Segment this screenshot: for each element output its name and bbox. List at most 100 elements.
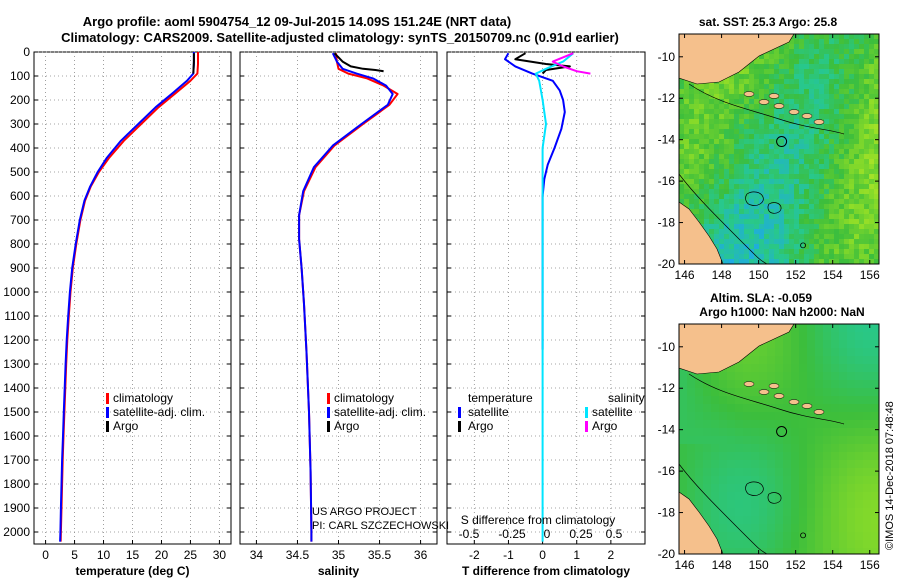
map-cell	[804, 259, 810, 264]
map-cell	[759, 219, 765, 225]
map-cell	[764, 164, 770, 170]
map-cell	[809, 204, 815, 210]
map-cell	[711, 404, 720, 413]
map-cell	[784, 249, 790, 255]
map-cell	[844, 174, 850, 180]
map-cell	[759, 149, 765, 155]
map-cell	[839, 164, 845, 170]
map-cell	[789, 249, 795, 255]
map-cell	[799, 69, 805, 75]
map-cell	[791, 356, 800, 365]
map-cell	[819, 184, 825, 190]
map-cell	[814, 44, 820, 50]
map-cell	[791, 484, 800, 493]
map-cell	[834, 94, 840, 100]
map-cell	[769, 164, 775, 170]
temperature-x-tick-label: 10	[97, 548, 111, 562]
map-cell	[864, 224, 870, 230]
map-cell	[779, 249, 785, 255]
legend-swatch-argo	[327, 421, 330, 432]
map-cell	[734, 184, 740, 190]
map-cell	[814, 89, 820, 95]
map-cell	[759, 204, 765, 210]
map-cell	[743, 540, 752, 549]
map-cell	[704, 219, 710, 225]
map-cell	[759, 229, 765, 235]
map-cell	[794, 149, 800, 155]
map-cell	[694, 119, 700, 125]
map-cell	[854, 54, 860, 60]
map-cell	[809, 259, 815, 264]
map-cell	[727, 364, 736, 373]
map-cell	[815, 364, 824, 373]
map-cell	[774, 114, 780, 120]
map-cell	[729, 244, 735, 250]
map-cell	[859, 144, 865, 150]
map-cell	[724, 104, 730, 110]
map-cell	[839, 189, 845, 195]
map-cell	[774, 74, 780, 80]
salinity-x-tick-label: 36	[414, 548, 428, 562]
map-cell	[704, 139, 710, 145]
map-cell	[689, 189, 695, 195]
map-cell	[783, 436, 792, 445]
map-cell	[769, 249, 775, 255]
map-cell	[689, 149, 695, 155]
map-cell	[767, 548, 776, 554]
map-cell	[734, 254, 740, 260]
map-cell	[839, 484, 848, 493]
map-cell	[699, 139, 705, 145]
map-cell	[684, 154, 690, 160]
map-cell	[815, 540, 824, 549]
map-cell	[829, 194, 835, 200]
map-cell	[764, 124, 770, 130]
map-cell	[779, 69, 785, 75]
map-cell	[794, 119, 800, 125]
map-cell	[704, 209, 710, 215]
map-cell	[727, 380, 736, 389]
map-cell	[775, 492, 784, 501]
map-cell	[804, 204, 810, 210]
map-cell	[854, 94, 860, 100]
map-cell	[839, 59, 845, 65]
map-cell	[734, 164, 740, 170]
map-cell	[767, 500, 776, 509]
map-cell	[824, 119, 830, 125]
map-cell	[759, 259, 765, 264]
map-cell	[799, 484, 808, 493]
map-cell	[855, 460, 864, 469]
map-cell	[739, 234, 745, 240]
map-cell	[839, 134, 845, 140]
map-cell	[724, 149, 730, 155]
map-cell	[855, 412, 864, 421]
map-cell	[743, 492, 752, 501]
map-cell	[789, 154, 795, 160]
map-cell	[794, 129, 800, 135]
map-cell	[839, 508, 848, 517]
map-frame	[678, 323, 880, 555]
map-cell	[814, 219, 820, 225]
map-cell	[847, 404, 856, 413]
map-cell	[789, 159, 795, 165]
map-cell	[769, 159, 775, 165]
map-cell	[764, 174, 770, 180]
map-cell	[824, 254, 830, 260]
map-cell	[789, 254, 795, 260]
map-cell	[804, 34, 810, 40]
map-cell	[783, 540, 792, 549]
map-cell	[799, 372, 808, 381]
map-cell	[871, 412, 879, 421]
map-lat-label: -10	[658, 50, 676, 64]
map-cell	[834, 149, 840, 155]
map-cell	[864, 84, 870, 90]
map-cell	[849, 169, 855, 175]
map-cell	[799, 436, 808, 445]
map-cell	[874, 94, 879, 100]
map-cell	[809, 134, 815, 140]
map-cell	[824, 209, 830, 215]
map-cell	[711, 508, 720, 517]
map-cell	[779, 94, 785, 100]
map-lat-label: -20	[658, 547, 676, 561]
map-cell	[784, 179, 790, 185]
map-cell	[714, 209, 720, 215]
